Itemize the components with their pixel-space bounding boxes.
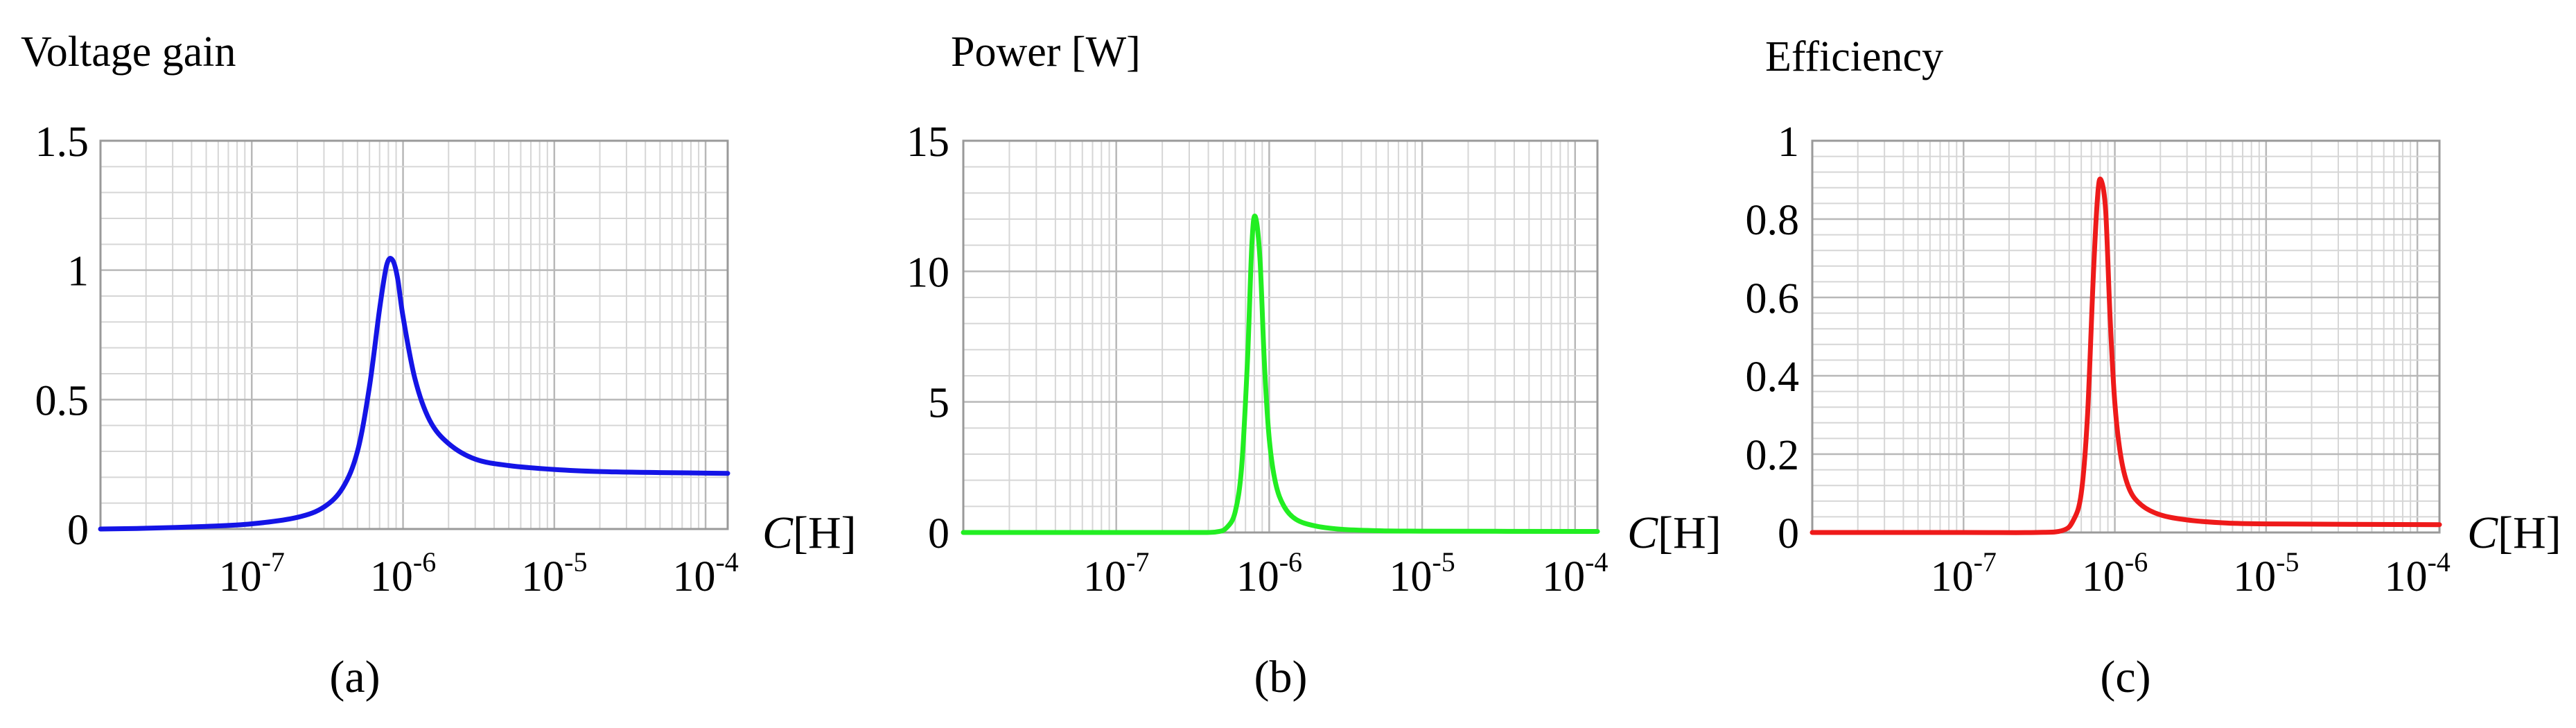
x-tick-label: 10-4 bbox=[2384, 546, 2450, 600]
x-tick-label: 10-5 bbox=[521, 546, 587, 600]
y-axis-label: Voltage gain bbox=[21, 28, 236, 76]
x-tick-label: 10-4 bbox=[1542, 546, 1608, 600]
series-line bbox=[1810, 176, 2442, 535]
plot-frame bbox=[99, 139, 729, 530]
grid bbox=[1811, 139, 2439, 534]
y-tick-label: 0.5 bbox=[35, 377, 89, 424]
y-tick-label: 0 bbox=[67, 507, 89, 554]
x-axis-label: C[H] bbox=[1627, 508, 1721, 558]
x-tick-label: 10-4 bbox=[672, 546, 738, 600]
y-tick-label: 0.8 bbox=[1746, 197, 1800, 244]
y-tick-label: 1.5 bbox=[35, 119, 89, 166]
y-tick-label: 0.2 bbox=[1746, 432, 1800, 479]
panel-caption: (a) bbox=[329, 652, 380, 702]
x-tick-label: 10-7 bbox=[1931, 546, 1997, 600]
y-axis-label: Power [W] bbox=[951, 28, 1141, 76]
x-tick-label: 10-6 bbox=[370, 546, 436, 600]
y-tick-label: 1 bbox=[67, 248, 89, 295]
series-line bbox=[98, 256, 730, 532]
x-tick-label: 10-7 bbox=[219, 546, 285, 600]
panel-caption: (c) bbox=[2100, 652, 2150, 702]
y-tick-label: 0 bbox=[928, 510, 949, 557]
x-axis-label: C[H] bbox=[2467, 508, 2561, 558]
x-tick-label: 10-5 bbox=[1389, 546, 1455, 600]
y-axis-label: Efficiency bbox=[1765, 33, 1943, 80]
x-tick-label: 10-7 bbox=[1083, 546, 1149, 600]
x-tick-label: 10-5 bbox=[2233, 546, 2299, 600]
y-tick-label: 0.4 bbox=[1746, 354, 1800, 401]
x-tick-label: 10-6 bbox=[1236, 546, 1302, 600]
x-tick-label: 10-6 bbox=[2082, 546, 2148, 600]
x-axis-label: C[H] bbox=[762, 508, 857, 558]
y-tick-label: 10 bbox=[906, 249, 949, 296]
plot-frame bbox=[962, 139, 1599, 534]
panel-efficiency: Efficiency 0 0.2 0.4 0.6 0.8 1 10-7 10-6 10-5 10-4… bbox=[1746, 33, 2561, 702]
y-tick-label: 5 bbox=[928, 380, 949, 427]
series-line bbox=[961, 214, 1600, 535]
y-tick-label: 15 bbox=[906, 119, 949, 166]
panel-caption: (b) bbox=[1254, 652, 1308, 702]
plot-frame bbox=[1811, 139, 2441, 534]
y-tick-label: 0.6 bbox=[1746, 275, 1800, 322]
y-tick-label: 0 bbox=[1778, 510, 1799, 557]
panel-power: Power [W] 0 5 10 15 10-7 10-6 10-5 10-4 C[H] (b) bbox=[906, 28, 1721, 702]
grid bbox=[962, 139, 1597, 534]
panel-voltage-gain: Voltage gain 0 0.5 1 1.5 10-7 10-6 10-5 10-4 C[H]… bbox=[21, 28, 857, 702]
y-tick-label: 1 bbox=[1778, 119, 1799, 166]
